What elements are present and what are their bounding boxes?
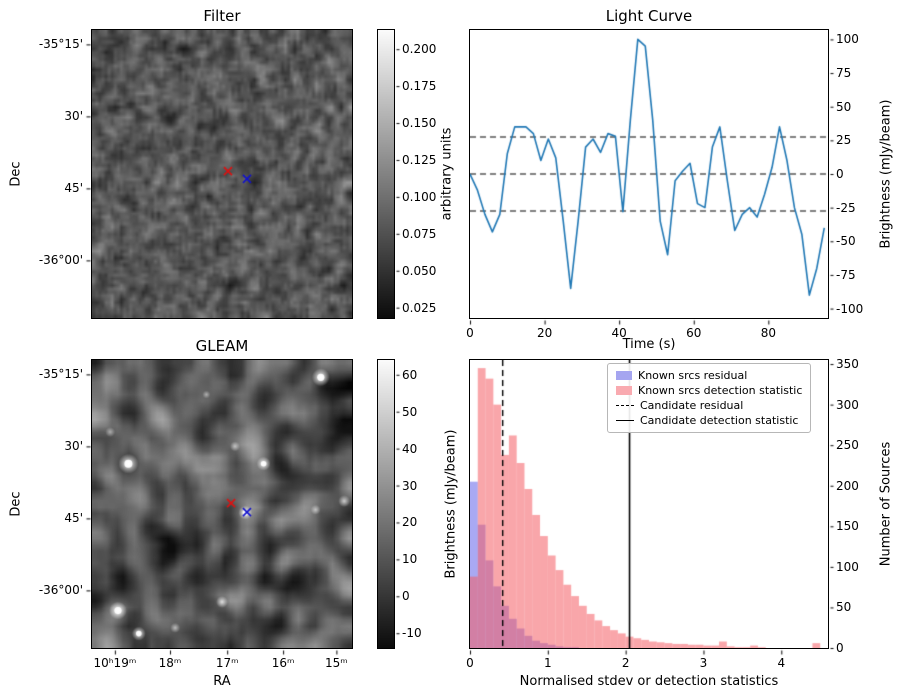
histogram-count-axis-label: Number of Sources [878,441,894,567]
tick-label: 0.025 [402,300,437,315]
tick-label: 0.100 [402,189,437,204]
tick-label: 16ᵐ [271,656,295,670]
tick-label: 18ᵐ [158,656,182,670]
legend-swatch-dashed [616,405,634,406]
tick-label: 0.075 [402,226,437,241]
tick-label: 30' [64,439,83,454]
tick-label: -35°15' [38,37,83,52]
tick-label: 100 [836,559,859,574]
legend-label: Known srcs detection statistic [638,384,803,397]
filter-dec-axis-label: Dec [8,161,24,187]
legend-entry: Candidate detection statistic [616,413,802,428]
tick-label: 0.150 [402,116,437,131]
histogram-legend: Known srcs residual Known srcs detection … [607,363,812,433]
tick-label: 3 [699,656,708,670]
tick-label: 75 [836,66,852,81]
gleam-axes [91,359,353,649]
tick-label: 10 [402,552,418,567]
ra-axis-label: RA [213,674,231,689]
gleam-dec-axis-label: Dec [8,491,24,517]
filter-colorbar-label: arbitrary units [439,127,455,221]
tick-label: 200 [836,478,859,493]
legend-swatch-solid [616,420,634,421]
tick-label: 20 [536,326,553,340]
tick-label: 20 [402,515,418,530]
time-axis-label: Time (s) [622,337,676,352]
tick-label: 30' [64,109,83,124]
tick-label: 0 [466,326,474,340]
tick-label: 2 [621,656,630,670]
legend-entry: Known srcs detection statistic [616,383,802,398]
tick-label: 60 [686,326,702,340]
tick-label: 250 [836,438,859,453]
light-curve-axes [469,29,829,319]
tick-label: 25 [836,133,852,148]
tick-label: -35°15' [38,367,83,382]
tick-label: 60 [402,367,418,382]
tick-label: 0 [402,589,410,604]
tick-label: -36°00' [38,253,83,268]
gleam-image [92,360,352,648]
legend-entry: Candidate residual [616,398,802,413]
tick-label: 80 [760,326,776,340]
tick-label: 50 [402,404,418,419]
tick-label: 17ᵐ [215,656,239,670]
gleam-title: GLEAM [195,337,249,355]
tick-label: 0.175 [402,79,437,94]
legend-label: Candidate residual [640,399,744,412]
tick-label: 1 [543,656,552,670]
tick-label: 150 [836,519,859,534]
legend-label: Candidate detection statistic [640,414,799,427]
stdev-axis-label: Normalised stdev or detection statistics [519,674,779,689]
filter-colorbar [377,29,395,319]
tick-label: 45' [64,511,83,526]
tick-label: 50 [836,600,852,615]
legend-label: Known srcs residual [638,369,748,382]
legend-swatch-patch [616,386,632,395]
tick-label: 300 [836,397,859,412]
tick-label: 0 [836,167,844,181]
tick-label: -25 [836,200,856,215]
legend-entry: Known srcs residual [616,368,802,383]
light-curve-title: Light Curve [605,7,693,25]
tick-label: 100 [836,32,859,47]
tick-label: 15ᵐ [325,656,348,670]
tick-label: 0 [836,641,844,655]
filter-image [92,30,352,318]
tick-label: 30 [402,478,418,493]
tick-label: 40 [402,441,418,456]
tick-label: -10 [402,626,422,641]
tick-label: -100 [836,301,864,316]
filter-title: Filter [203,7,241,25]
tick-label: 350 [836,357,859,372]
light-curve-brightness-label: Brightness (mJy/beam) [878,99,894,249]
gleam-colorbar-label: Brightness (mJy/beam) [443,429,459,579]
tick-label: 0 [466,656,474,670]
tick-label: 40 [611,326,627,340]
gleam-colorbar [377,359,395,649]
filter-axes [91,29,353,319]
tick-label: 0.125 [402,152,437,167]
tick-label: -36°00' [38,583,83,598]
tick-label: 10ʰ19ᵐ [93,656,137,670]
tick-label: -75 [836,267,856,282]
tick-label: 0.200 [402,42,437,57]
tick-label: 0.050 [402,263,437,278]
gleam-colorbar-gradient [378,360,394,648]
light-curve-plot [470,30,828,318]
filter-colorbar-gradient [378,30,394,318]
tick-label: 45' [64,181,83,196]
tick-label: 50 [836,99,852,114]
tick-label: 4 [777,656,786,670]
tick-label: -50 [836,234,856,249]
legend-swatch-patch [616,371,632,380]
